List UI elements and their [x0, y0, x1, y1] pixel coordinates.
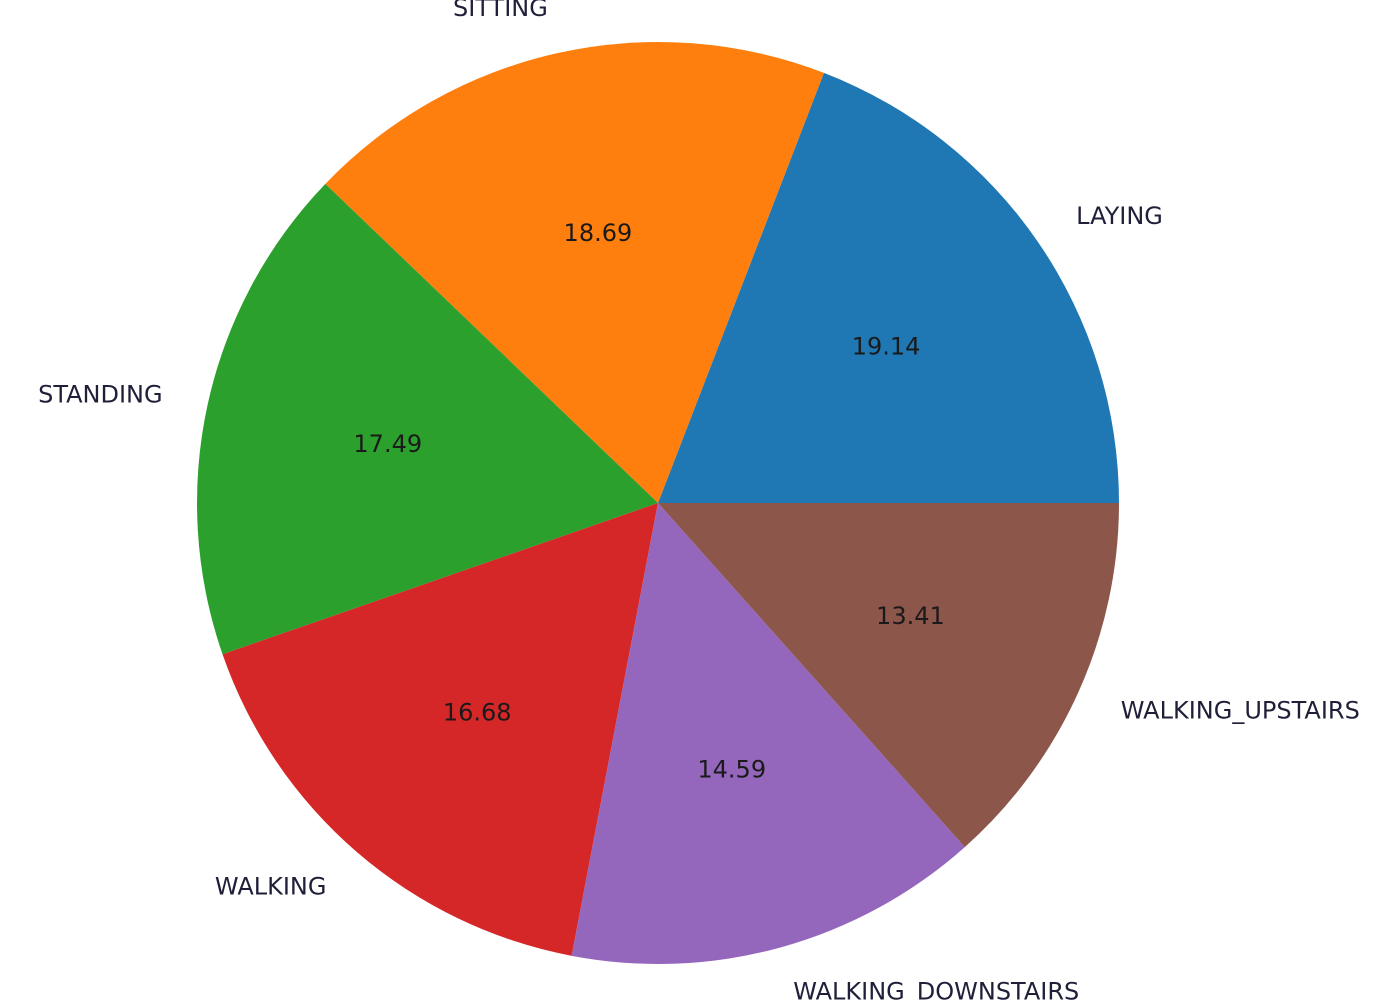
pie-value-label-standing: 17.49 — [353, 430, 422, 458]
pie-category-label-walking: WALKING — [215, 873, 327, 901]
pie-slice-walking-upstairs — [658, 503, 1119, 848]
pie-category-label-standing: STANDING — [38, 381, 163, 409]
pie-value-label-laying: 19.14 — [852, 333, 921, 361]
pie-value-label-walking-downstairs: 14.59 — [697, 756, 766, 784]
pie-value-label-walking: 16.68 — [443, 698, 512, 726]
pie-category-label-walking-upstairs: WALKING_UPSTAIRS — [1121, 696, 1360, 724]
pie-category-label-sitting: SITTING — [453, 0, 548, 22]
pie-slice-walking-downstairs — [571, 503, 965, 964]
pie-category-label-walking-downstairs: WALKING_DOWNSTAIRS — [793, 978, 1079, 1002]
pie-value-labels: 19.14 18.69 17.49 16.68 14.59 13.41 — [353, 219, 944, 784]
pie-slice-walking — [222, 503, 659, 956]
pie-slice-standing — [197, 183, 659, 655]
pie-slice-laying — [658, 72, 1119, 503]
pie-category-label-laying: LAYING — [1076, 202, 1163, 230]
pie-value-label-walking-upstairs: 13.41 — [876, 602, 945, 630]
pie-slice-sitting — [325, 41, 824, 503]
pie-value-label-sitting: 18.69 — [564, 219, 633, 247]
pie-category-labels: LAYING SITTING STANDING WALKING WALKING_DOWN… — [38, 0, 1360, 1002]
pie-slices — [197, 41, 1119, 964]
